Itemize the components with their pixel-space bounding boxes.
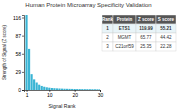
chart: 1 10 20 30 0 29 58 87 116 Signal Rank Strength of … xyxy=(0,0,177,111)
x-tick: 10 xyxy=(47,90,53,98)
table-cell xyxy=(156,24,176,33)
y-tick-mark xyxy=(22,36,24,37)
bars xyxy=(25,15,100,90)
y-tick-label: 116 xyxy=(13,15,21,21)
bar xyxy=(71,89,73,90)
x-tick: 30 xyxy=(98,90,104,98)
y-tick-mark xyxy=(22,72,24,73)
table-header-cell xyxy=(136,15,156,24)
table-cell-text: 65.77 xyxy=(140,35,152,40)
table-cell-text: MGMT xyxy=(118,35,132,40)
table-cell xyxy=(136,24,156,33)
bar xyxy=(66,89,68,90)
bar xyxy=(91,89,93,90)
table-cell xyxy=(102,24,113,33)
table-cell-text: 55.21 xyxy=(160,26,172,31)
bar xyxy=(28,49,30,90)
bar xyxy=(61,89,63,90)
bar xyxy=(96,89,98,90)
table-cell xyxy=(113,24,136,33)
y-tick-mark xyxy=(22,90,24,91)
bar xyxy=(33,79,35,90)
y-tick-mark xyxy=(22,18,24,19)
table-cell-text: ETS1 xyxy=(119,26,131,31)
bar xyxy=(84,89,86,90)
table-cell xyxy=(136,33,156,42)
bar xyxy=(86,89,88,90)
x-tick-label: 10 xyxy=(47,92,53,98)
bar xyxy=(36,83,38,91)
x-tick-label: 1 xyxy=(26,92,29,98)
table-cell xyxy=(136,42,156,51)
y-tick: 58 xyxy=(15,51,24,57)
table-cell xyxy=(113,42,136,51)
table-cell xyxy=(102,42,113,51)
x-tick: 20 xyxy=(72,90,78,98)
bar xyxy=(74,89,76,90)
table-cell xyxy=(156,42,176,51)
y-tick-label: 87 xyxy=(15,33,21,39)
bar xyxy=(38,85,40,90)
bar xyxy=(48,88,50,90)
table-cell xyxy=(102,33,113,42)
table-cell xyxy=(113,33,136,42)
table-cell-text: C21orf59 xyxy=(115,44,134,49)
y-tick: 0 xyxy=(18,87,24,93)
bar xyxy=(58,89,60,91)
table-cell-text: 22.28 xyxy=(160,44,172,49)
table-header: S score xyxy=(158,17,175,22)
x-axis-title: Signal Rank xyxy=(49,103,76,109)
bar xyxy=(25,15,27,90)
bar xyxy=(31,74,33,90)
y-axis: 0 29 58 87 116 xyxy=(13,15,24,94)
table-header-cell xyxy=(113,15,136,24)
y-axis-line xyxy=(22,16,25,91)
bar xyxy=(56,88,58,90)
y-tick-label: 0 xyxy=(18,87,21,93)
y-tick-label: 58 xyxy=(15,51,21,57)
plot: 1 10 20 30 0 29 58 87 116 xyxy=(13,15,103,98)
bar xyxy=(81,89,83,90)
x-axis-line xyxy=(25,91,101,93)
table-cell xyxy=(156,33,176,42)
table-cell-text: 3 xyxy=(106,44,109,49)
bar xyxy=(41,86,43,90)
x-axis: 1 10 20 30 xyxy=(25,90,104,98)
y-tick: 116 xyxy=(13,15,24,21)
table: RankProtein Z scoreS score 1 ETS1 119.99 55.2… xyxy=(102,15,176,51)
bar xyxy=(63,89,65,90)
bar xyxy=(43,87,45,90)
x-tick-label: 20 xyxy=(72,92,78,98)
bar xyxy=(69,89,71,90)
bar xyxy=(51,88,53,90)
y-tick: 29 xyxy=(15,69,24,75)
table-header-cell xyxy=(156,15,176,24)
title: Human Protein Microarray Specificity Val… xyxy=(25,2,151,8)
bar xyxy=(46,87,48,90)
table-header: Protein xyxy=(117,17,133,22)
bar xyxy=(89,89,91,90)
table-header-cell xyxy=(102,15,113,24)
x-tick-label: 30 xyxy=(98,92,104,98)
bar xyxy=(53,88,55,90)
y-tick-label: 29 xyxy=(15,69,21,75)
bar xyxy=(94,89,96,90)
bar xyxy=(76,89,78,90)
y-axis-title: Strength of Signal (Z score) xyxy=(2,24,7,80)
x-tick: 1 xyxy=(26,90,29,98)
table-header: Rank xyxy=(102,17,114,22)
table-cell-text: 1 xyxy=(106,26,109,31)
table-cell-text: 25.35 xyxy=(140,44,152,49)
bar xyxy=(79,89,81,90)
table-cell-text: 2 xyxy=(106,35,109,40)
table-header: Z score xyxy=(138,17,155,22)
table-cell-text: 119.99 xyxy=(139,26,153,31)
bar xyxy=(99,89,100,90)
table-cell-text: 44.42 xyxy=(160,35,172,40)
y-tick-mark xyxy=(22,54,24,55)
y-tick: 87 xyxy=(15,33,24,39)
